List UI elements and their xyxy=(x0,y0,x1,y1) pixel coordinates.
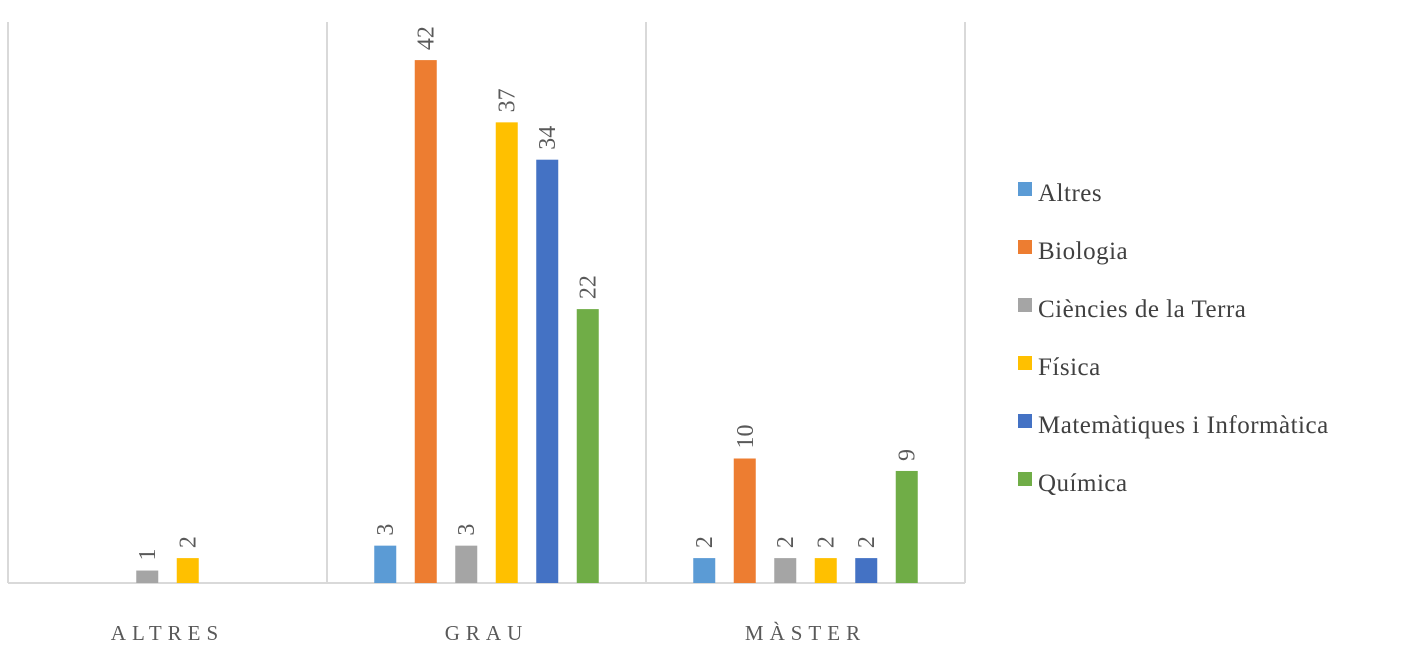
data-label-grau-fisica: 37 xyxy=(495,88,521,112)
legend-label-altres: Altres xyxy=(1038,180,1103,207)
data-label-master-ciencies-de-la-terra: 2 xyxy=(773,536,799,548)
data-label-altres-fisica: 2 xyxy=(176,536,202,548)
legend-label-ciencies-terra: Ciències de la Terra xyxy=(1038,296,1247,323)
bar-grau-fisica xyxy=(495,122,518,583)
chart-axes xyxy=(7,22,966,584)
legend-label-fisica: Física xyxy=(1038,354,1101,381)
legend-label-biologia: Biologia xyxy=(1038,238,1129,265)
data-label-master-biologia: 10 xyxy=(733,425,759,449)
data-label-altres-ciencies-de-la-terra: 1 xyxy=(135,549,161,561)
data-label-grau-matematiques-i-informatica: 34 xyxy=(535,126,561,150)
bar-altres-ciencies-de-la-terra xyxy=(136,570,159,583)
chart-bars xyxy=(136,60,918,584)
data-label-master-altres: 2 xyxy=(692,536,718,548)
bar-master-ciencies-de-la-terra xyxy=(774,558,797,583)
legend-item-matematiques-informatica: Matemàtiques i Informàtica xyxy=(1018,397,1398,455)
legend-swatch-altres xyxy=(1018,182,1032,196)
bar-grau-quimica xyxy=(576,309,599,583)
legend-swatch-quimica xyxy=(1018,472,1032,486)
legend-item-quimica: Química xyxy=(1018,455,1398,513)
category-label-master: MÀSTER xyxy=(745,621,866,644)
bar-master-altres xyxy=(693,558,716,583)
data-label-master-quimica: 9 xyxy=(895,449,921,461)
bar-altres-fisica xyxy=(176,558,199,583)
legend-item-ciencies-terra: Ciències de la Terra xyxy=(1018,281,1398,339)
chart-legend: Altres Biologia Ciències de la Terra Fís… xyxy=(1018,165,1398,513)
data-label-master-fisica: 2 xyxy=(814,536,840,548)
bar-grau-ciencies-de-la-terra xyxy=(455,545,478,583)
legend-item-altres: Altres xyxy=(1018,165,1398,223)
category-label-grau: GRAU xyxy=(445,621,529,644)
bar-grau-matematiques-i-informatica xyxy=(536,159,559,583)
legend-label-matematiques-informatica: Matemàtiques i Informàtica xyxy=(1038,412,1329,439)
legend-label-quimica: Química xyxy=(1038,470,1128,497)
legend-item-fisica: Física xyxy=(1018,339,1398,397)
bar-master-quimica xyxy=(895,470,918,583)
legend-swatch-ciencies-terra xyxy=(1018,298,1032,312)
chart-category-labels: ALTRES GRAU MÀSTER xyxy=(111,621,866,645)
data-label-grau-biologia: 42 xyxy=(414,26,440,50)
bar-master-matematiques-i-informatica xyxy=(855,558,878,583)
bar-grau-altres xyxy=(374,545,397,583)
data-label-grau-quimica: 22 xyxy=(576,275,602,299)
bar-grau-biologia xyxy=(414,60,437,584)
legend-swatch-biologia xyxy=(1018,240,1032,254)
category-label-altres: ALTRES xyxy=(111,621,224,644)
bar-master-fisica xyxy=(814,558,837,583)
bar-master-biologia xyxy=(733,458,756,583)
data-label-grau-ciencies-de-la-terra: 3 xyxy=(454,524,480,536)
legend-item-biologia: Biologia xyxy=(1018,223,1398,281)
data-label-master-matematiques-i-informatica: 2 xyxy=(854,536,880,548)
legend-swatch-matematiques-informatica xyxy=(1018,414,1032,428)
data-label-grau-altres: 3 xyxy=(373,524,399,536)
legend-swatch-fisica xyxy=(1018,356,1032,370)
